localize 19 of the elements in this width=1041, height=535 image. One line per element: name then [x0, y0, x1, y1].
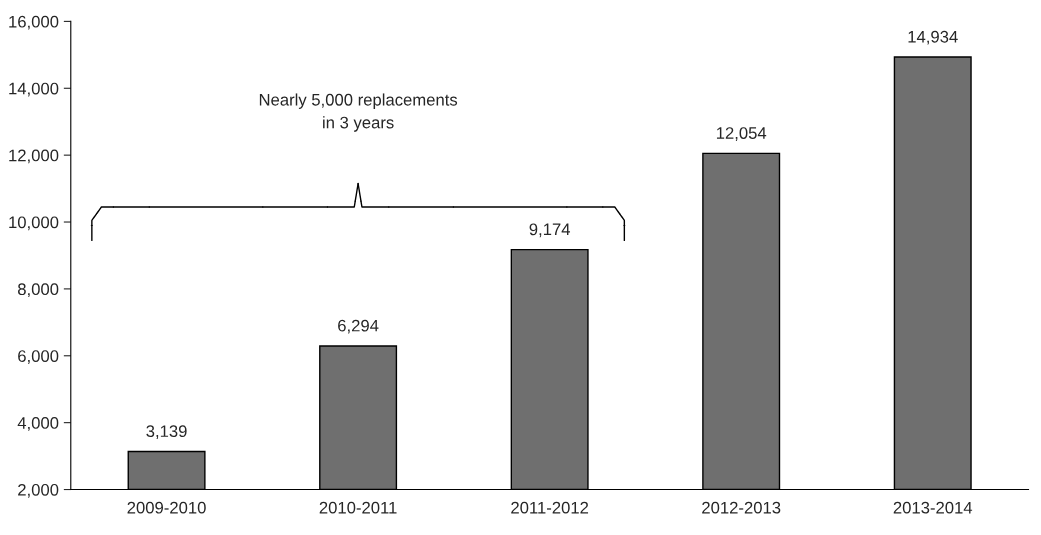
y-tick-label: 12,000 — [9, 149, 59, 164]
x-tick-label: 2011-2012 — [511, 501, 589, 514]
y-tick-label: 14,000 — [9, 82, 59, 97]
data-label: 14,934 — [908, 30, 958, 45]
y-tick-label: 8,000 — [18, 283, 59, 298]
y-tick-label: 10,000 — [9, 216, 59, 231]
y-tick-label: 4,000 — [17, 417, 59, 431]
data-label: 3,139 — [146, 425, 187, 439]
data-label: 9,174 — [529, 223, 571, 238]
data-label: 12,054 — [716, 127, 767, 141]
x-tick-label: 2010-2011 — [319, 501, 397, 514]
y-tick-label: 16,000 — [9, 15, 59, 30]
x-tick-label: 2013-2014 — [893, 501, 973, 514]
y-tick-label: 6,000 — [18, 350, 59, 364]
annotation: Nearly 5,000 replacements in 3 years — [259, 93, 458, 132]
data-label: 6,294 — [338, 319, 379, 334]
y-tick-label: 2,000 — [18, 483, 59, 498]
x-tick-label: 2012-2013 — [702, 501, 781, 514]
x-tick-label: 2009-2010 — [127, 501, 206, 514]
